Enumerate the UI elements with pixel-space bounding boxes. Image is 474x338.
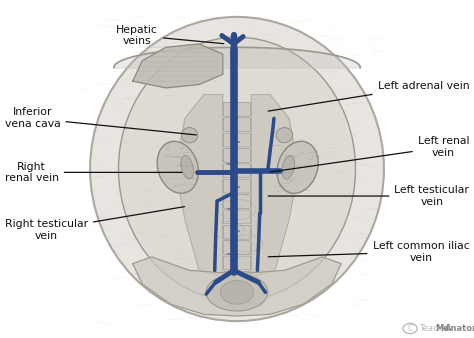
FancyBboxPatch shape	[223, 164, 251, 178]
Text: Hepatic
veins: Hepatic veins	[116, 25, 224, 46]
Text: Teach: Teach	[419, 324, 444, 333]
Ellipse shape	[206, 274, 268, 311]
Text: Anatomy: Anatomy	[445, 324, 474, 333]
Ellipse shape	[277, 141, 318, 193]
Polygon shape	[133, 257, 341, 316]
FancyBboxPatch shape	[223, 195, 251, 209]
FancyBboxPatch shape	[223, 102, 251, 116]
FancyBboxPatch shape	[223, 118, 251, 131]
Text: Left common iliac
vein: Left common iliac vein	[268, 241, 469, 263]
Text: Left renal
vein: Left renal vein	[271, 136, 469, 172]
Ellipse shape	[118, 37, 356, 301]
FancyBboxPatch shape	[223, 225, 251, 239]
Text: C: C	[407, 324, 413, 333]
Text: Left adrenal vein: Left adrenal vein	[268, 81, 469, 111]
Text: Inferior
vena cava: Inferior vena cava	[5, 107, 196, 135]
Polygon shape	[175, 95, 223, 277]
Text: Right
renal vein: Right renal vein	[5, 162, 182, 183]
FancyBboxPatch shape	[223, 133, 251, 147]
Ellipse shape	[90, 17, 384, 321]
FancyBboxPatch shape	[223, 179, 251, 193]
Polygon shape	[251, 95, 299, 277]
Ellipse shape	[220, 281, 254, 304]
FancyBboxPatch shape	[223, 271, 251, 285]
FancyBboxPatch shape	[223, 210, 251, 224]
Ellipse shape	[276, 128, 292, 143]
Text: Left testicular
vein: Left testicular vein	[268, 185, 469, 207]
Text: Right testicular
vein: Right testicular vein	[5, 207, 184, 241]
Ellipse shape	[182, 128, 198, 143]
Polygon shape	[133, 44, 223, 88]
FancyBboxPatch shape	[223, 256, 251, 270]
Text: Me: Me	[435, 324, 449, 333]
Ellipse shape	[157, 141, 198, 193]
Ellipse shape	[181, 155, 193, 179]
Ellipse shape	[282, 155, 294, 179]
FancyBboxPatch shape	[223, 241, 251, 255]
FancyBboxPatch shape	[223, 148, 251, 162]
